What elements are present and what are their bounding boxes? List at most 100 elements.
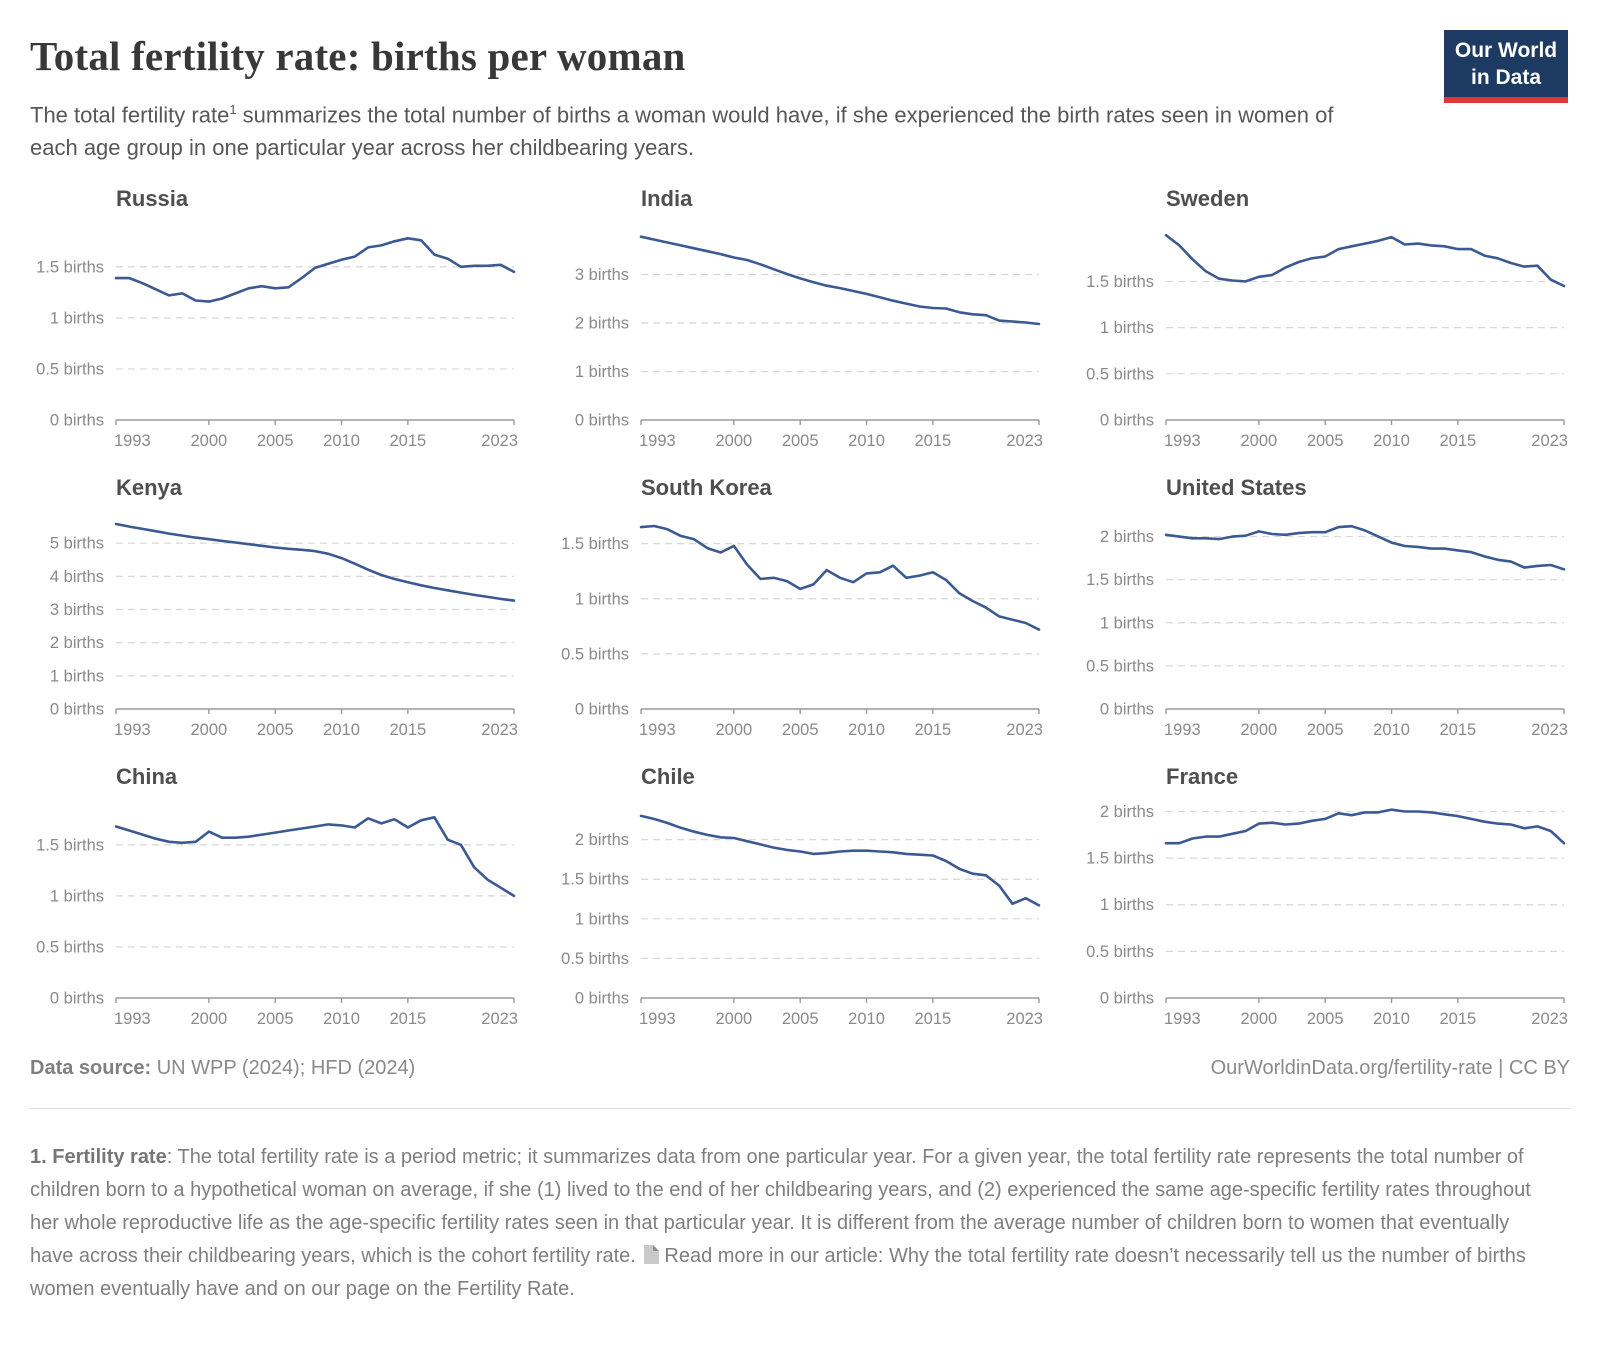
svg-text:3 births: 3 births <box>50 601 104 619</box>
chart-footer: Data source: UN WPP (2024); HFD (2024) O… <box>30 1057 1570 1080</box>
subtitle-text: The total fertility rate <box>30 102 230 128</box>
y-axis-labels: 0 births 0.5 births 1 births 1.5 births 2 bi… <box>1086 528 1154 718</box>
svg-text:0 births: 0 births <box>50 701 104 719</box>
svg-text:2000: 2000 <box>1241 721 1278 739</box>
svg-text:2000: 2000 <box>716 432 753 450</box>
facet-chart: 0 births 0.5 births 1 births 1.5 births 1993… <box>1086 234 1568 450</box>
owid-logo-line2: in Data <box>1470 66 1541 89</box>
svg-text:2015: 2015 <box>915 1010 952 1028</box>
svg-text:1.5 births: 1.5 births <box>1086 273 1154 291</box>
page-title: Total fertility rate: births per woman <box>30 33 686 79</box>
svg-text:2000: 2000 <box>716 1010 753 1028</box>
facet-chart: 0 births 0.5 births 1 births 1.5 births 1993… <box>561 525 1043 739</box>
y-axis-labels: 0 births 0.5 births 1 births 1.5 births <box>1086 273 1154 430</box>
data-source-value: UN WPP (2024); HFD (2024) <box>151 1057 416 1080</box>
svg-text:1993: 1993 <box>114 1010 151 1028</box>
svg-text:1993: 1993 <box>1164 721 1201 739</box>
svg-text:0.5 births: 0.5 births <box>36 361 104 379</box>
trend-line <box>639 235 1041 326</box>
y-axis-labels: 0 births 1 births 2 births 3 births <box>575 266 629 430</box>
svg-text:4 births: 4 births <box>50 568 104 586</box>
grid-lines <box>641 839 1039 960</box>
svg-text:2005: 2005 <box>1307 1010 1344 1028</box>
grid-lines <box>1166 536 1564 667</box>
trend-line <box>1164 234 1566 288</box>
grid-lines <box>116 542 514 677</box>
x-axis: 1993 2000 2005 2010 2015 2023 <box>639 419 1043 450</box>
svg-text:2010: 2010 <box>323 721 360 739</box>
svg-text:1993: 1993 <box>114 432 151 450</box>
svg-text:1993: 1993 <box>1164 432 1201 450</box>
facet-china: China 0 births 0.5 births 1 births 1.5 birth… <box>30 764 540 1045</box>
facet-title: India <box>641 186 693 212</box>
svg-text:2015: 2015 <box>915 432 952 450</box>
x-axis: 1993 2000 2005 2010 2015 2023 <box>1164 419 1568 450</box>
svg-text:1 births: 1 births <box>575 363 629 381</box>
svg-text:2010: 2010 <box>848 1010 885 1028</box>
svg-text:2023: 2023 <box>1531 721 1568 739</box>
facet-france: France 0 births 0.5 births 1 births 1.5 birt… <box>1080 764 1590 1045</box>
facet-chart: 0 births 0.5 births 1 births 1.5 births 1993… <box>36 237 518 450</box>
svg-text:1 births: 1 births <box>1100 319 1154 337</box>
credit-link[interactable]: OurWorldinData.org/fertility-rate | CC B… <box>1210 1057 1570 1080</box>
chart-page: Our World in Data Total fertility rate: … <box>30 30 1590 1306</box>
footnote-body: : The total fertility rate is a period m… <box>30 1146 1531 1268</box>
svg-text:0.5 births: 0.5 births <box>1086 366 1154 384</box>
data-source: Data source: UN WPP (2024); HFD (2024) <box>30 1057 415 1080</box>
svg-text:2010: 2010 <box>1373 1010 1410 1028</box>
svg-text:0 births: 0 births <box>575 701 629 719</box>
svg-text:2015: 2015 <box>1440 1010 1477 1028</box>
x-axis: 1993 2000 2005 2010 2015 2023 <box>114 419 518 450</box>
svg-text:2023: 2023 <box>1006 1010 1043 1028</box>
svg-text:2023: 2023 <box>1006 721 1043 739</box>
svg-text:1993: 1993 <box>1164 1010 1201 1028</box>
chart-subtitle: The total fertility rate1 summarizes the… <box>30 93 1385 164</box>
svg-text:1993: 1993 <box>639 1010 676 1028</box>
svg-text:0 births: 0 births <box>50 990 104 1008</box>
svg-text:2 births: 2 births <box>575 831 629 849</box>
facet-title: France <box>1166 764 1239 790</box>
facet-united-states: United States 0 births 0.5 births 1 births 1… <box>1080 475 1590 756</box>
trend-line <box>1164 525 1566 571</box>
svg-text:0.5 births: 0.5 births <box>561 646 629 664</box>
grid-lines <box>641 274 1039 373</box>
svg-text:2010: 2010 <box>848 721 885 739</box>
svg-text:1993: 1993 <box>639 432 676 450</box>
trend-line <box>1164 808 1566 845</box>
y-axis-labels: 0 births 0.5 births 1 births 1.5 births 2 bi… <box>561 831 629 1007</box>
svg-text:2005: 2005 <box>1307 721 1344 739</box>
svg-text:1 births: 1 births <box>50 310 104 328</box>
svg-text:1.5 births: 1.5 births <box>1086 850 1154 868</box>
facet-chart: 0 births 0.5 births 1 births 1.5 births 2 bi… <box>1086 525 1568 739</box>
grid-lines <box>1166 811 1564 953</box>
svg-text:1.5 births: 1.5 births <box>561 871 629 889</box>
facet-title: Russia <box>116 186 189 212</box>
x-axis: 1993 2000 2005 2010 2015 2023 <box>114 708 518 739</box>
footnote-label: 1. Fertility rate <box>30 1146 167 1169</box>
svg-text:2000: 2000 <box>716 721 753 739</box>
svg-text:0 births: 0 births <box>575 990 629 1008</box>
svg-text:2023: 2023 <box>481 1010 518 1028</box>
grid-lines <box>116 844 514 948</box>
svg-text:0 births: 0 births <box>1100 990 1154 1008</box>
trend-line <box>114 523 516 603</box>
x-axis: 1993 2000 2005 2010 2015 2023 <box>639 708 1043 739</box>
facet-title: Kenya <box>116 475 183 501</box>
owid-logo: Our World in Data <box>1444 30 1568 103</box>
svg-text:2005: 2005 <box>1307 432 1344 450</box>
svg-text:1 births: 1 births <box>50 888 104 906</box>
svg-text:2 births: 2 births <box>575 315 629 333</box>
facet-kenya: Kenya 0 births 1 births 2 births 3 births 4 b… <box>30 475 540 756</box>
trend-line <box>639 525 1041 632</box>
svg-text:1.5 births: 1.5 births <box>1086 571 1154 589</box>
facet-title: Chile <box>641 764 695 790</box>
footnote-read-more: Read more in our article: Why the total … <box>30 1245 1526 1301</box>
svg-text:2 births: 2 births <box>1100 528 1154 546</box>
divider <box>30 1108 1570 1110</box>
grid-lines <box>1166 281 1564 375</box>
footnote: 1. Fertility rate: The total fertility r… <box>30 1141 1535 1306</box>
trend-line <box>114 816 516 898</box>
svg-text:2010: 2010 <box>848 432 885 450</box>
page-icon <box>644 1245 660 1265</box>
facet-title: China <box>116 764 178 790</box>
